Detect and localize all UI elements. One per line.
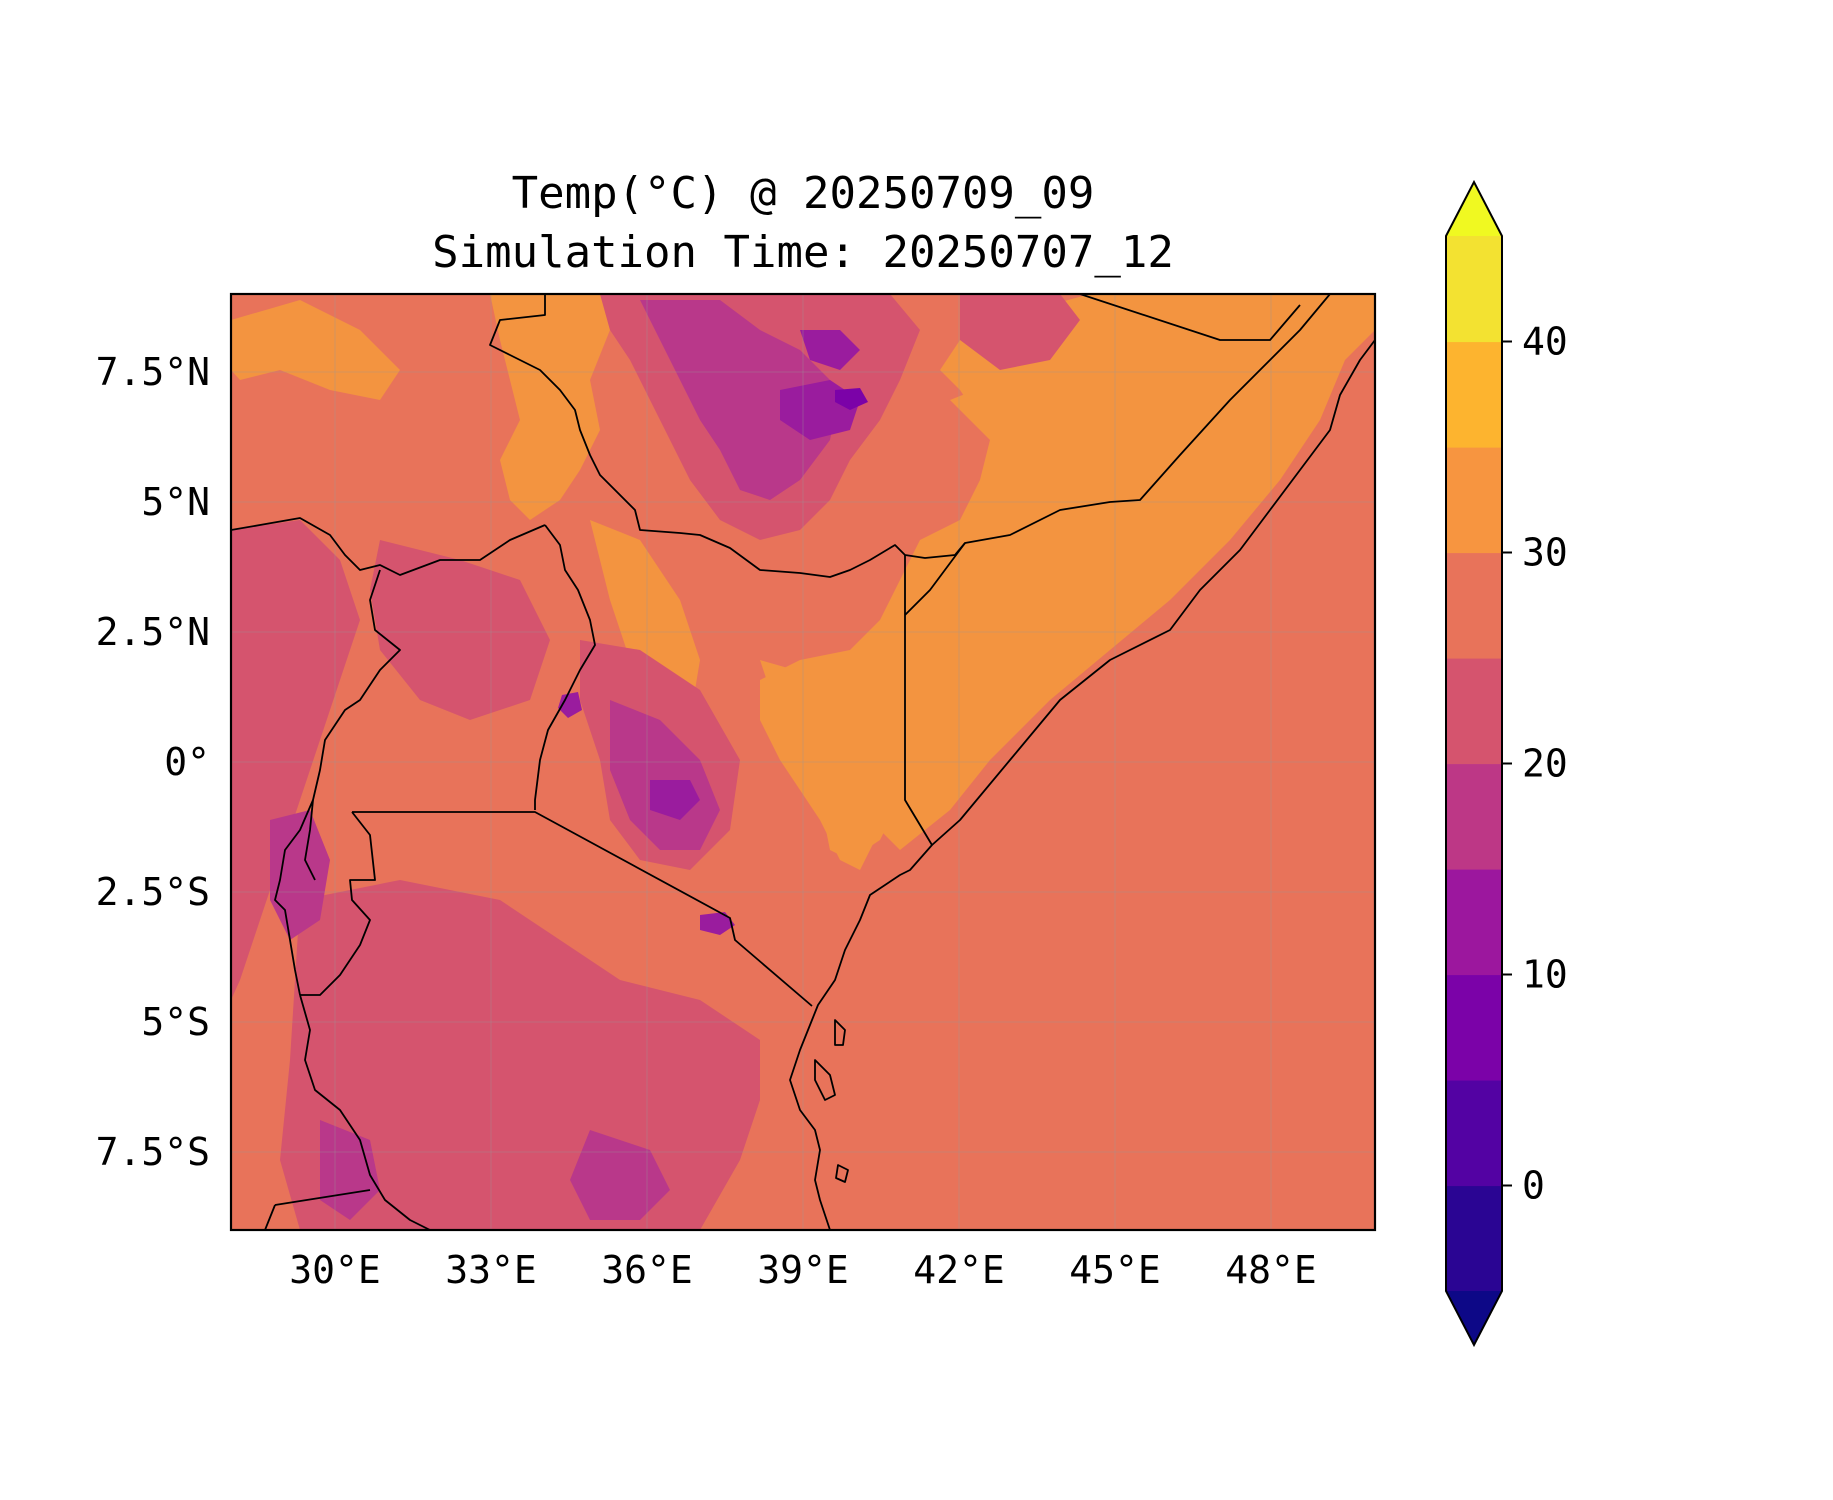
longitude-axis: 30°E 33°E 36°E 39°E 42°E 45°E 48°E xyxy=(289,1248,1317,1292)
map-plot-area xyxy=(231,294,1375,1230)
title-line-1: Temp(°C) @ 20250709_09 xyxy=(512,168,1095,219)
lat-tick-label: 7.5°S xyxy=(96,1130,210,1174)
cool-region-uganda-west xyxy=(231,520,360,1000)
lon-tick-label: 48°E xyxy=(1225,1248,1317,1292)
colorbar-outline xyxy=(1445,179,1503,1348)
lat-tick-label: 7.5°N xyxy=(96,350,210,394)
cool-region-ethiopia-east xyxy=(960,294,1080,370)
colorbar-tick-label: 10 xyxy=(1522,953,1568,997)
colder-region-rwanda xyxy=(270,810,330,940)
lat-tick-label: 2.5°N xyxy=(96,610,210,654)
cold-spot-ethiopia-2 xyxy=(800,330,860,370)
colorbar-level xyxy=(1446,447,1502,554)
lon-tick-label: 33°E xyxy=(445,1248,537,1292)
lon-tick-label: 39°E xyxy=(757,1248,849,1292)
border-uganda-drc xyxy=(304,569,401,881)
colorbar-under-extension xyxy=(1446,1291,1502,1345)
colorbar-over-extension xyxy=(1446,182,1502,236)
colder-region-tanzania-south xyxy=(570,1130,670,1220)
map-frame xyxy=(229,292,1377,1232)
colorbar-level xyxy=(1446,341,1502,448)
island-pemba xyxy=(834,1019,846,1046)
colorbar-level xyxy=(1446,552,1502,659)
colorbar-level xyxy=(1446,763,1502,870)
border-drc-tanzania-lake-tanganyika xyxy=(299,994,431,1230)
colorbar-tick-label: 20 xyxy=(1522,742,1568,786)
border-kenya-somalia xyxy=(904,555,933,846)
lat-tick-label: 2.5°S xyxy=(96,870,210,914)
lon-tick-label: 45°E xyxy=(1069,1248,1161,1292)
lat-tick-label: 0° xyxy=(164,740,210,784)
border-south-sudan-ethiopia xyxy=(489,294,1331,578)
island-mafia xyxy=(835,1164,849,1183)
colorbar-level xyxy=(1446,236,1502,343)
border-south-sudan-drc-car xyxy=(231,517,546,576)
colorbar-tick-label: 0 xyxy=(1522,1164,1545,1208)
colorbar-level xyxy=(1446,974,1502,1081)
border-ethiopia-eritrea-djibouti xyxy=(1079,294,1301,341)
colder-region-kenya xyxy=(610,700,720,850)
temperature-colorbar: 0 10 20 30 40 xyxy=(1445,179,1568,1348)
cold-spot-kenya xyxy=(650,780,700,820)
cool-region-uganda-center xyxy=(370,540,550,720)
border-uganda-kenya-south-sudan xyxy=(534,524,596,810)
country-borders xyxy=(231,294,1375,1230)
border-zambia-tanzania-2 xyxy=(264,1204,276,1230)
colorbar-level xyxy=(1446,658,1502,765)
border-kenya-ethiopia-somalia-corner xyxy=(904,542,966,616)
lon-tick-label: 42°E xyxy=(913,1248,1005,1292)
colder-region-ethiopia xyxy=(640,300,840,500)
lat-tick-label: 5°N xyxy=(141,480,210,524)
coastline-east-africa xyxy=(789,339,1375,1230)
cold-spot-elgon xyxy=(558,692,582,718)
border-zambia-tanzania xyxy=(274,1189,371,1206)
colorbar-level xyxy=(1446,1080,1502,1187)
latitude-axis: 7.5°N 5°N 2.5°N 0° 2.5°S 5°S 7.5°S xyxy=(96,350,210,1174)
colorbar-level xyxy=(1446,1185,1502,1292)
cold-spot-kilimanjaro xyxy=(700,912,735,935)
island-zanzibar xyxy=(814,1059,836,1101)
border-uganda-tanzania xyxy=(352,811,813,1007)
coldest-spot-ethiopia xyxy=(835,388,868,410)
colorbar-tick-label: 30 xyxy=(1522,531,1568,575)
warm-region-somalia-north xyxy=(950,300,1320,580)
lon-tick-label: 36°E xyxy=(601,1248,693,1292)
colorbar-level xyxy=(1446,869,1502,976)
lat-tick-label: 5°S xyxy=(141,1000,210,1044)
border-rwanda-burundi xyxy=(300,811,376,996)
colorbar-tick-label: 40 xyxy=(1522,320,1568,364)
cool-region-tanzania xyxy=(280,880,760,1230)
warm-region-northwest xyxy=(231,300,400,400)
lon-tick-label: 30°E xyxy=(289,1248,381,1292)
warm-region-south-sudan xyxy=(490,294,610,520)
warm-region-east-kenya xyxy=(760,660,900,860)
title-line-2: Simulation Time: 20250707_12 xyxy=(432,227,1174,278)
map-gridlines xyxy=(231,294,1375,1230)
border-drc-lake-kivu xyxy=(274,799,314,996)
